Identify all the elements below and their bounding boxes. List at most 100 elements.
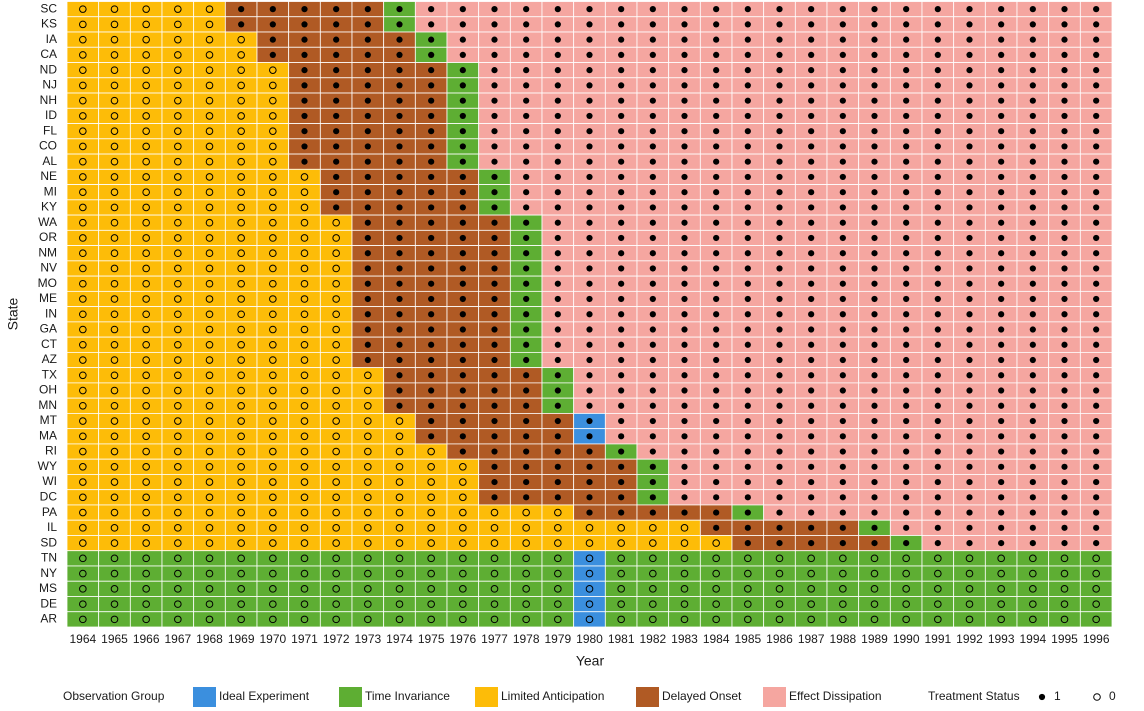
cell (129, 565, 163, 582)
treatment-marker (459, 189, 466, 196)
treatment-marker (934, 250, 941, 257)
cell (161, 474, 195, 491)
treatment-marker (395, 600, 404, 608)
treatment-marker (237, 218, 245, 227)
cell (446, 535, 480, 552)
treatment-marker (1061, 280, 1068, 287)
treatment-marker (1061, 509, 1068, 516)
treatment-marker (776, 539, 783, 547)
cell (193, 1, 226, 18)
treatment-marker (903, 295, 910, 303)
cell (224, 153, 258, 170)
cell (414, 504, 448, 521)
treatment-marker (1029, 250, 1036, 257)
treatment-marker (776, 280, 783, 287)
treatment-marker (1093, 6, 1100, 13)
treatment-marker (395, 508, 404, 517)
treatment-marker (1093, 173, 1100, 181)
treatment-marker (966, 265, 973, 272)
treatment-marker (269, 447, 277, 456)
treatment-marker (269, 356, 277, 364)
treatment-marker (491, 128, 498, 135)
cell (66, 351, 100, 369)
cell (319, 443, 353, 460)
treatment-marker (903, 402, 910, 409)
treatment-marker (142, 539, 150, 547)
treatment-marker (142, 325, 150, 334)
treatment-marker (428, 173, 435, 181)
treatment-marker (364, 417, 372, 425)
treatment-marker (649, 524, 657, 532)
treatment-marker (174, 554, 182, 563)
treatment-marker (142, 35, 150, 44)
cell (351, 550, 385, 567)
treatment-marker (618, 128, 625, 135)
treatment-marker (396, 372, 403, 379)
treatment-marker (332, 401, 340, 410)
cell (66, 336, 100, 353)
cell (224, 199, 258, 216)
treatment-marker (490, 508, 499, 517)
cell (98, 611, 131, 628)
treatment-marker (1061, 36, 1068, 43)
cell (224, 123, 258, 140)
cell (256, 260, 290, 277)
treatment-marker (680, 524, 689, 532)
cell (161, 245, 195, 262)
cell (984, 565, 1018, 582)
cell (98, 107, 131, 124)
y-tick-label: MT (40, 413, 58, 427)
treatment-marker (618, 448, 625, 455)
y-tick-label: CA (40, 47, 57, 61)
treatment-marker (998, 463, 1005, 470)
treatment-marker (934, 524, 941, 531)
treatment-marker (142, 279, 150, 288)
cell (889, 565, 923, 582)
cell (414, 489, 448, 506)
treatment-marker (269, 539, 277, 547)
cell (256, 504, 290, 521)
cell (66, 565, 100, 582)
treatment-marker (300, 463, 309, 471)
treatment-marker (966, 356, 973, 364)
treatment-marker (142, 203, 150, 212)
cell (319, 382, 353, 399)
treatment-marker (871, 311, 878, 318)
cell (319, 397, 353, 414)
cell (129, 46, 163, 63)
cell (288, 306, 321, 323)
treatment-marker (713, 21, 720, 28)
cell (636, 565, 670, 582)
treatment-marker (903, 6, 910, 13)
treatment-marker (903, 173, 910, 181)
treatment-marker (586, 433, 593, 440)
cell (1048, 550, 1081, 567)
cell (66, 306, 100, 323)
treatment-marker (713, 143, 720, 150)
treatment-marker (934, 280, 941, 287)
treatment-marker (618, 250, 625, 257)
cell (98, 580, 131, 597)
treatment-marker (522, 554, 530, 563)
treatment-marker (649, 158, 656, 165)
treatment-marker (808, 173, 815, 181)
treatment-marker (1029, 112, 1036, 120)
cell (573, 550, 606, 567)
cell (446, 565, 480, 582)
treatment-marker (427, 524, 435, 532)
cell (66, 321, 100, 338)
treatment-marker (966, 494, 973, 501)
treatment-marker (79, 386, 87, 395)
x-tick-label: 1971 (291, 632, 318, 646)
treatment-marker (839, 600, 847, 608)
treatment-marker (142, 615, 150, 624)
treatment-marker (839, 311, 846, 318)
treatment-marker (775, 600, 784, 608)
x-tick-label: 1973 (354, 632, 381, 646)
cell (383, 535, 416, 552)
treatment-marker (903, 51, 910, 58)
treatment-marker (649, 189, 656, 196)
cell (351, 367, 385, 384)
cell (129, 413, 163, 430)
cell (66, 474, 100, 491)
